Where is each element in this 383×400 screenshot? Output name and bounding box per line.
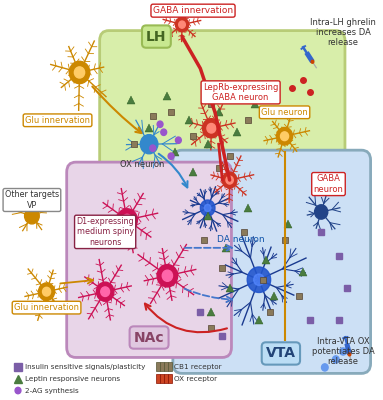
Text: 2-AG synthesis: 2-AG synthesis — [25, 388, 79, 394]
Bar — [156, 362, 160, 372]
Bar — [164, 362, 168, 372]
Text: Glu innervation: Glu innervation — [14, 303, 79, 312]
Circle shape — [162, 270, 172, 281]
Circle shape — [175, 18, 188, 32]
Circle shape — [203, 119, 220, 138]
Text: Leptin responsive neurons: Leptin responsive neurons — [25, 376, 120, 382]
Circle shape — [39, 283, 55, 300]
Circle shape — [280, 132, 288, 141]
Circle shape — [117, 209, 137, 231]
Bar — [169, 374, 172, 383]
Text: LepRb-expressing
GABA neuron: LepRb-expressing GABA neuron — [203, 83, 278, 102]
FancyBboxPatch shape — [173, 150, 371, 373]
Circle shape — [168, 153, 174, 159]
Circle shape — [161, 129, 167, 136]
Circle shape — [348, 353, 351, 356]
Circle shape — [226, 176, 233, 184]
Text: D1-expressing
medium spiny
neurons: D1-expressing medium spiny neurons — [76, 217, 134, 247]
Circle shape — [277, 128, 293, 145]
Circle shape — [157, 121, 163, 128]
Bar — [169, 362, 172, 372]
Text: CB1 receptor: CB1 receptor — [174, 364, 222, 370]
Text: LH: LH — [146, 30, 167, 44]
Text: Other targets
VP: Other targets VP — [5, 190, 59, 210]
Circle shape — [340, 348, 347, 355]
Circle shape — [247, 267, 271, 292]
Text: Intra-VTA OX
potentiates DA
release: Intra-VTA OX potentiates DA release — [312, 336, 375, 366]
Text: NAc: NAc — [134, 330, 164, 344]
Text: Glu neuron: Glu neuron — [261, 108, 308, 117]
Circle shape — [101, 287, 110, 296]
Circle shape — [207, 124, 216, 133]
Text: GABA innervation: GABA innervation — [153, 6, 233, 15]
Circle shape — [222, 172, 237, 188]
Bar — [164, 374, 168, 383]
Circle shape — [122, 214, 132, 226]
FancyBboxPatch shape — [100, 30, 345, 194]
Bar — [160, 362, 164, 372]
Circle shape — [74, 67, 85, 78]
Circle shape — [314, 205, 328, 219]
Circle shape — [25, 208, 39, 224]
Text: OX receptor: OX receptor — [174, 376, 217, 382]
Circle shape — [200, 200, 215, 216]
Bar — [156, 374, 160, 383]
Circle shape — [311, 60, 314, 63]
Text: OX neuron: OX neuron — [119, 160, 164, 169]
Circle shape — [157, 264, 178, 287]
Text: GABA
neuron: GABA neuron — [314, 174, 344, 194]
Text: VTA: VTA — [266, 346, 296, 360]
Text: DA neuron: DA neuron — [217, 235, 264, 244]
Circle shape — [150, 145, 155, 151]
Circle shape — [15, 387, 21, 394]
Circle shape — [97, 282, 114, 301]
Circle shape — [140, 135, 158, 154]
Text: Intra-LH ghrelin
increases DA
release: Intra-LH ghrelin increases DA release — [310, 18, 376, 48]
Circle shape — [205, 204, 211, 212]
Circle shape — [254, 274, 264, 286]
Circle shape — [179, 21, 185, 28]
Circle shape — [43, 287, 51, 296]
Circle shape — [332, 356, 339, 363]
Circle shape — [321, 364, 328, 371]
Text: Glu innervation: Glu innervation — [25, 116, 90, 125]
Text: Insulin sensitive signals/plasticity: Insulin sensitive signals/plasticity — [25, 364, 146, 370]
Bar — [160, 374, 164, 383]
Circle shape — [175, 137, 181, 143]
Circle shape — [69, 61, 90, 84]
FancyBboxPatch shape — [67, 162, 231, 358]
